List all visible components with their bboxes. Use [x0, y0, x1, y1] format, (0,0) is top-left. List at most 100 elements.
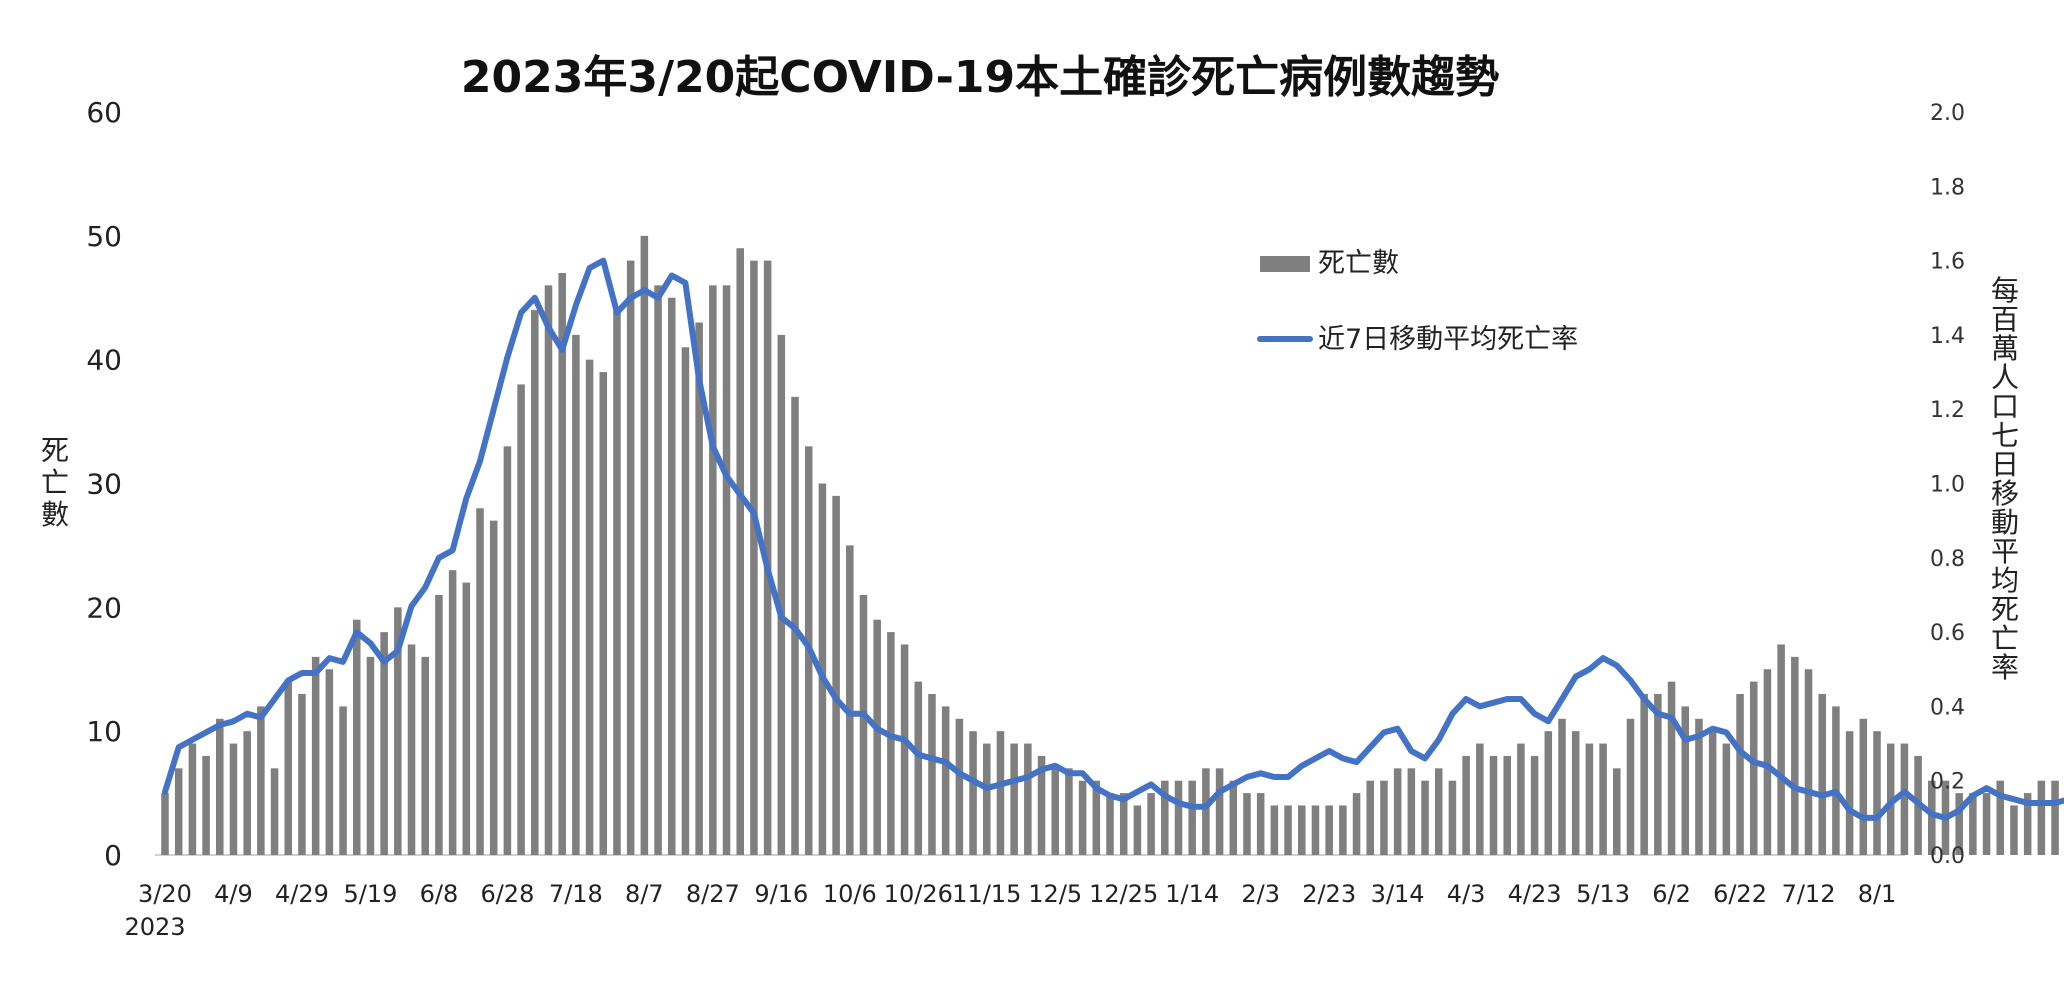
moving-average-point	[1177, 802, 1180, 804]
death-count-bar	[1092, 780, 1101, 855]
moving-average-point	[533, 296, 536, 299]
moving-average-point	[739, 493, 742, 496]
moving-average-point	[903, 739, 906, 741]
moving-average-point	[1657, 713, 1659, 715]
right-y-tick-label: 0.6	[1930, 621, 1965, 646]
right-y-tick-label: 2.0	[1930, 101, 1965, 126]
chart-title: 2023年3/20起COVID-19本土確診死亡病例數趨勢	[461, 52, 1499, 103]
moving-average-line	[162, 257, 2064, 821]
x-tick-label: 12/25	[1089, 880, 1158, 908]
death-count-bar	[462, 582, 471, 855]
moving-average-point	[1040, 768, 1043, 771]
moving-average-point	[712, 445, 714, 448]
moving-average-point	[684, 282, 687, 284]
death-count-bar	[750, 260, 758, 856]
x-tick-label: 2/23	[1302, 880, 1356, 908]
death-count-bar	[1448, 780, 1457, 855]
death-count-bar	[1284, 805, 1292, 855]
death-count-bar	[1133, 805, 1142, 855]
death-count-bar	[503, 446, 512, 855]
moving-average-point	[1739, 750, 1741, 752]
legend-label-deaths: 死亡數	[1318, 248, 1399, 279]
left-y-tick-label: 50	[86, 220, 122, 253]
bar-series	[161, 235, 2059, 856]
moving-average-point	[1835, 791, 1837, 793]
death-count-bar	[1174, 780, 1183, 855]
death-count-bar	[1530, 755, 1539, 855]
moving-average-point	[2040, 802, 2043, 804]
moving-average-point	[985, 787, 988, 789]
moving-average-point	[1807, 791, 1810, 793]
death-count-bar	[1681, 706, 1690, 855]
death-count-bar	[1325, 805, 1333, 855]
x-tick-label: 8/7	[625, 880, 664, 908]
death-count-bar	[1024, 743, 1032, 855]
death-count-bar	[955, 718, 964, 855]
moving-average-point	[1054, 765, 1057, 767]
death-count-bar	[1352, 793, 1361, 855]
death-count-bar	[1065, 768, 1073, 855]
moving-average-point	[1218, 791, 1221, 793]
death-count-bar	[325, 669, 334, 855]
moving-average-point	[451, 549, 454, 552]
moving-average-point	[1191, 805, 1193, 808]
death-count-bar	[352, 619, 361, 855]
moving-average-point	[1410, 750, 1413, 752]
death-count-bar	[1366, 780, 1375, 855]
moving-average-point	[1506, 698, 1509, 700]
moving-average-point	[1944, 817, 1947, 819]
death-count-bar	[1818, 694, 1826, 855]
x-tick-label: 3/20	[138, 880, 192, 908]
moving-average-point	[1095, 787, 1098, 789]
death-count-bar	[1928, 780, 1936, 855]
moving-average-point	[1520, 698, 1522, 700]
left-y-tick-label: 10	[86, 715, 122, 748]
moving-average-point	[1068, 772, 1070, 775]
x-tick-label: 7/12	[1782, 880, 1836, 908]
death-count-bar	[1873, 731, 1881, 855]
moving-average-point	[342, 661, 344, 663]
left-y-tick-label: 40	[86, 344, 122, 377]
moving-average-point	[273, 698, 276, 700]
death-count-bar	[695, 322, 703, 855]
moving-average-point	[1958, 809, 1960, 812]
x-tick-label: 5/13	[1576, 880, 1630, 908]
moving-average-point	[1862, 817, 1865, 819]
death-count-bar	[1900, 743, 1909, 855]
death-count-bar	[1407, 768, 1416, 855]
death-count-bar	[298, 694, 306, 855]
x-tick-label: 8/1	[1858, 880, 1897, 908]
death-count-bar	[818, 483, 827, 855]
moving-average-point	[1314, 757, 1317, 760]
moving-average-point	[698, 378, 700, 381]
death-count-bar	[1749, 681, 1758, 855]
moving-average-point	[1027, 776, 1029, 778]
moving-average-point	[1492, 701, 1495, 704]
x-tick-label: 6/2	[1652, 880, 1691, 908]
death-count-bar	[1708, 731, 1717, 855]
death-count-bar	[1489, 755, 1498, 855]
x-tick-label: 5/19	[343, 880, 397, 908]
moving-average-point	[1205, 805, 1207, 808]
death-count-bar	[257, 706, 265, 855]
moving-average-point	[958, 772, 961, 775]
death-count-bar	[1613, 768, 1621, 855]
death-count-bar	[1544, 731, 1553, 855]
right-y-axis: 0.0 0.2 0.4 0.6 0.8 1.0 1.2 1.4 1.6 1.8 2.0	[1930, 101, 1965, 869]
x-tick-label: 7/18	[549, 880, 603, 908]
moving-average-point	[1848, 809, 1851, 812]
left-y-tick-label: 30	[86, 468, 122, 501]
death-count-bar	[667, 297, 676, 855]
moving-average-point	[1917, 802, 1919, 804]
death-count-bar	[859, 594, 868, 855]
death-count-bar	[777, 334, 786, 855]
death-count-bar	[900, 644, 909, 855]
death-count-bar	[188, 743, 197, 855]
death-count-bar	[2037, 780, 2046, 855]
right-y-tick-label: 1.8	[1930, 175, 1965, 200]
moving-average-point	[1972, 794, 1974, 797]
death-count-bar	[2051, 780, 2059, 855]
moving-average-point	[753, 512, 755, 515]
death-count-bar	[1695, 718, 1703, 855]
left-y-tick-label: 20	[86, 591, 122, 624]
